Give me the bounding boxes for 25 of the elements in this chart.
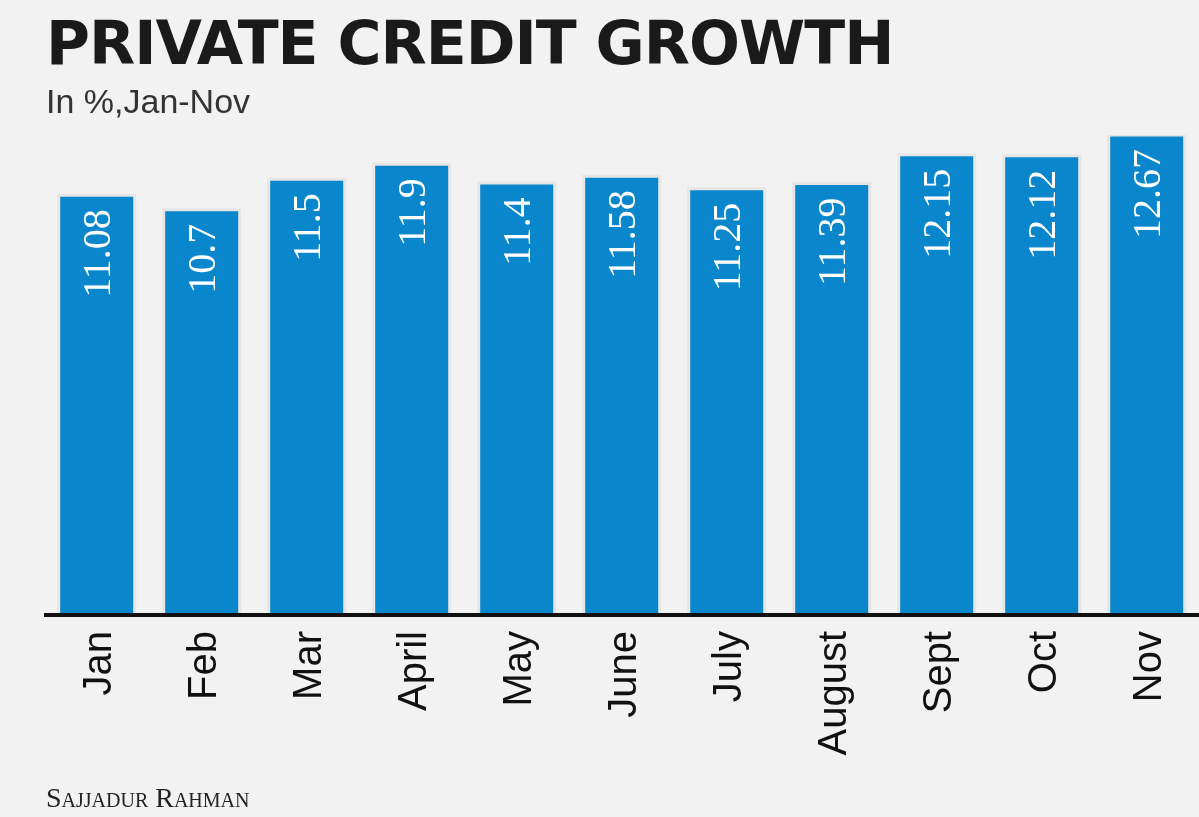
data-label: 10.7: [179, 223, 225, 294]
data-label: 11.5: [284, 193, 330, 262]
x-tick-label: Jan: [74, 631, 119, 696]
x-tick-label: Mar: [284, 631, 329, 700]
chart-subtitle: In %,Jan-Nov: [46, 82, 251, 121]
data-label: 11.58: [599, 190, 645, 279]
data-label: 11.08: [74, 209, 120, 298]
x-tick-label: June: [599, 631, 644, 718]
x-tick-label: August: [809, 631, 854, 756]
x-tick-label: Nov: [1124, 631, 1169, 703]
data-label: 12.15: [914, 168, 960, 259]
data-label: 11.25: [704, 202, 750, 292]
x-tick-label: Feb: [179, 631, 224, 700]
chart-title: PRIVATE CREDIT GROWTH: [46, 8, 894, 78]
x-tick-label: April: [389, 631, 434, 712]
x-tick-label: Oct: [1019, 631, 1064, 694]
data-label: 11.4: [494, 197, 540, 266]
data-label: 12.12: [1019, 169, 1065, 260]
x-tick-label: July: [704, 631, 749, 703]
x-tick-label: May: [494, 631, 539, 707]
x-tick-label: Sept: [914, 631, 959, 714]
data-label: 12.67: [1124, 149, 1170, 239]
data-label: 11.39: [809, 197, 855, 287]
text: Sajjadur Rahman: [46, 782, 250, 814]
data-label: 11.9: [389, 178, 435, 247]
